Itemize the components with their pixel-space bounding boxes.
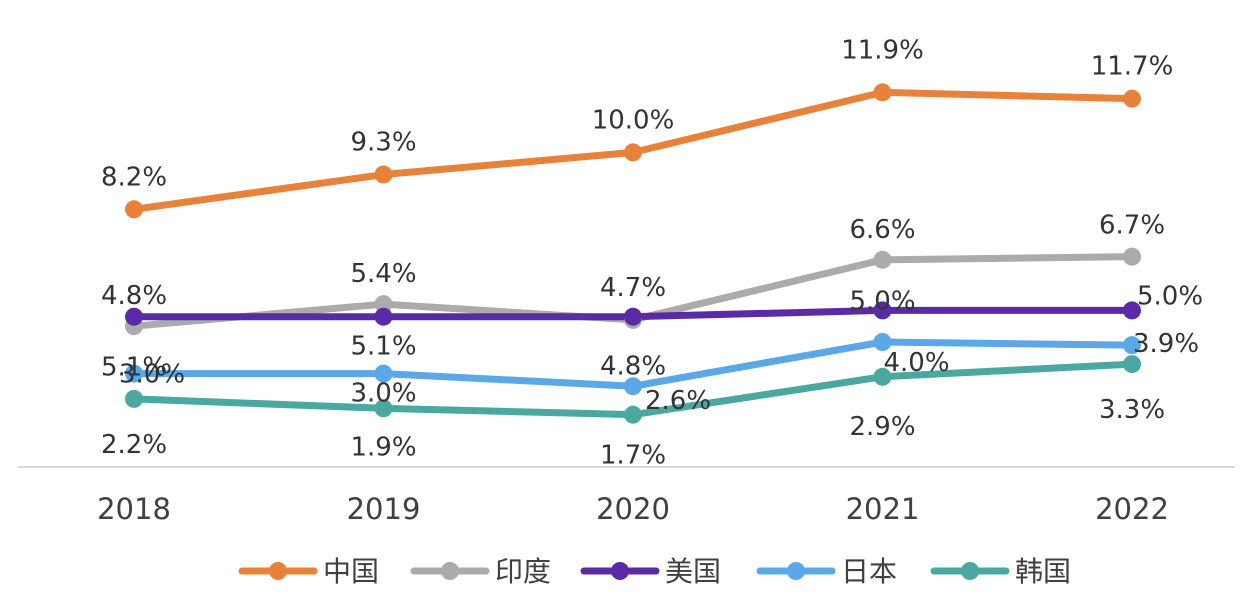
legend-item: 美国 <box>580 555 721 588</box>
data-point <box>624 307 642 326</box>
data-label: 2.2% <box>101 430 167 460</box>
legend-dot-marker <box>441 562 459 580</box>
legend-dot-marker <box>961 562 979 580</box>
data-point <box>374 364 393 383</box>
data-point <box>1123 301 1141 320</box>
data-label: 5.0% <box>849 286 915 316</box>
data-label: 2.9% <box>849 412 915 442</box>
data-point <box>374 295 393 314</box>
data-point <box>125 307 143 326</box>
data-point <box>873 301 892 320</box>
data-label: 6.7% <box>1099 211 1165 241</box>
x-tick-label: 2022 <box>1095 492 1169 526</box>
data-point <box>1123 89 1141 108</box>
legend-label: 韩国 <box>1015 555 1071 588</box>
legend-dot-marker <box>269 562 287 580</box>
data-label: 1.9% <box>350 432 416 462</box>
data-point <box>125 364 143 383</box>
data-label: 8.2% <box>101 162 167 192</box>
data-point <box>125 389 143 408</box>
legend-item: 印度 <box>410 555 551 588</box>
legend-label: 美国 <box>665 555 721 588</box>
data-label: 2.6% <box>645 386 711 416</box>
data-point <box>125 200 143 219</box>
data-label: 5.0% <box>1137 281 1203 311</box>
data-label: 5.1% <box>101 353 167 383</box>
data-point <box>873 83 892 102</box>
data-label: 5.1% <box>350 332 416 362</box>
x-tick-label: 2019 <box>347 492 421 526</box>
series-points <box>125 83 1141 424</box>
legend: 中国 印度 美国 日本 韩国 <box>238 555 1071 588</box>
legend-dot-marker <box>787 562 805 580</box>
data-label: 5.4% <box>350 259 416 289</box>
data-label: 3.0% <box>119 360 185 390</box>
x-tick-label: 2020 <box>596 492 670 526</box>
data-label: 4.7% <box>600 273 666 303</box>
legend-item: 韩国 <box>930 555 1071 588</box>
data-point <box>374 399 393 418</box>
data-label: 3.3% <box>1099 395 1165 425</box>
x-axis-tick-labels: 2018 2019 2020 2021 2022 <box>97 492 1169 526</box>
data-label: 9.3% <box>350 128 416 158</box>
data-point <box>624 143 642 162</box>
data-label: 4.8% <box>600 352 666 382</box>
legend-item: 日本 <box>756 555 897 588</box>
data-point <box>1123 336 1141 355</box>
data-label: 4.0% <box>883 348 949 378</box>
data-point <box>873 333 892 351</box>
data-point <box>624 377 642 396</box>
legend-label: 日本 <box>841 555 897 588</box>
data-point <box>1123 247 1141 266</box>
legend-dot-marker <box>611 562 629 580</box>
data-point <box>374 165 393 184</box>
data-label: 10.0% <box>592 105 675 135</box>
data-point <box>374 307 393 326</box>
data-labels: 8.2% 9.3% 10.0% 11.9% 11.7% 4.8% 5.4% 4.7% 6.6% 6… <box>101 35 1203 470</box>
legend-label: 印度 <box>495 555 551 588</box>
data-point <box>873 367 892 386</box>
data-label: 11.7% <box>1091 52 1174 82</box>
data-label: 3.9% <box>1133 329 1199 359</box>
x-tick-label: 2021 <box>846 492 920 526</box>
data-label: 11.9% <box>841 35 924 65</box>
data-label: 1.7% <box>600 441 666 471</box>
data-point <box>1123 355 1141 374</box>
data-point <box>873 250 892 269</box>
data-label: 4.8% <box>101 281 167 311</box>
x-tick-label: 2018 <box>97 492 171 526</box>
legend-label: 中国 <box>323 555 379 588</box>
legend-item: 中国 <box>238 555 379 588</box>
data-label: 3.0% <box>350 379 416 409</box>
data-label: 6.6% <box>849 215 915 245</box>
data-point <box>624 405 642 424</box>
